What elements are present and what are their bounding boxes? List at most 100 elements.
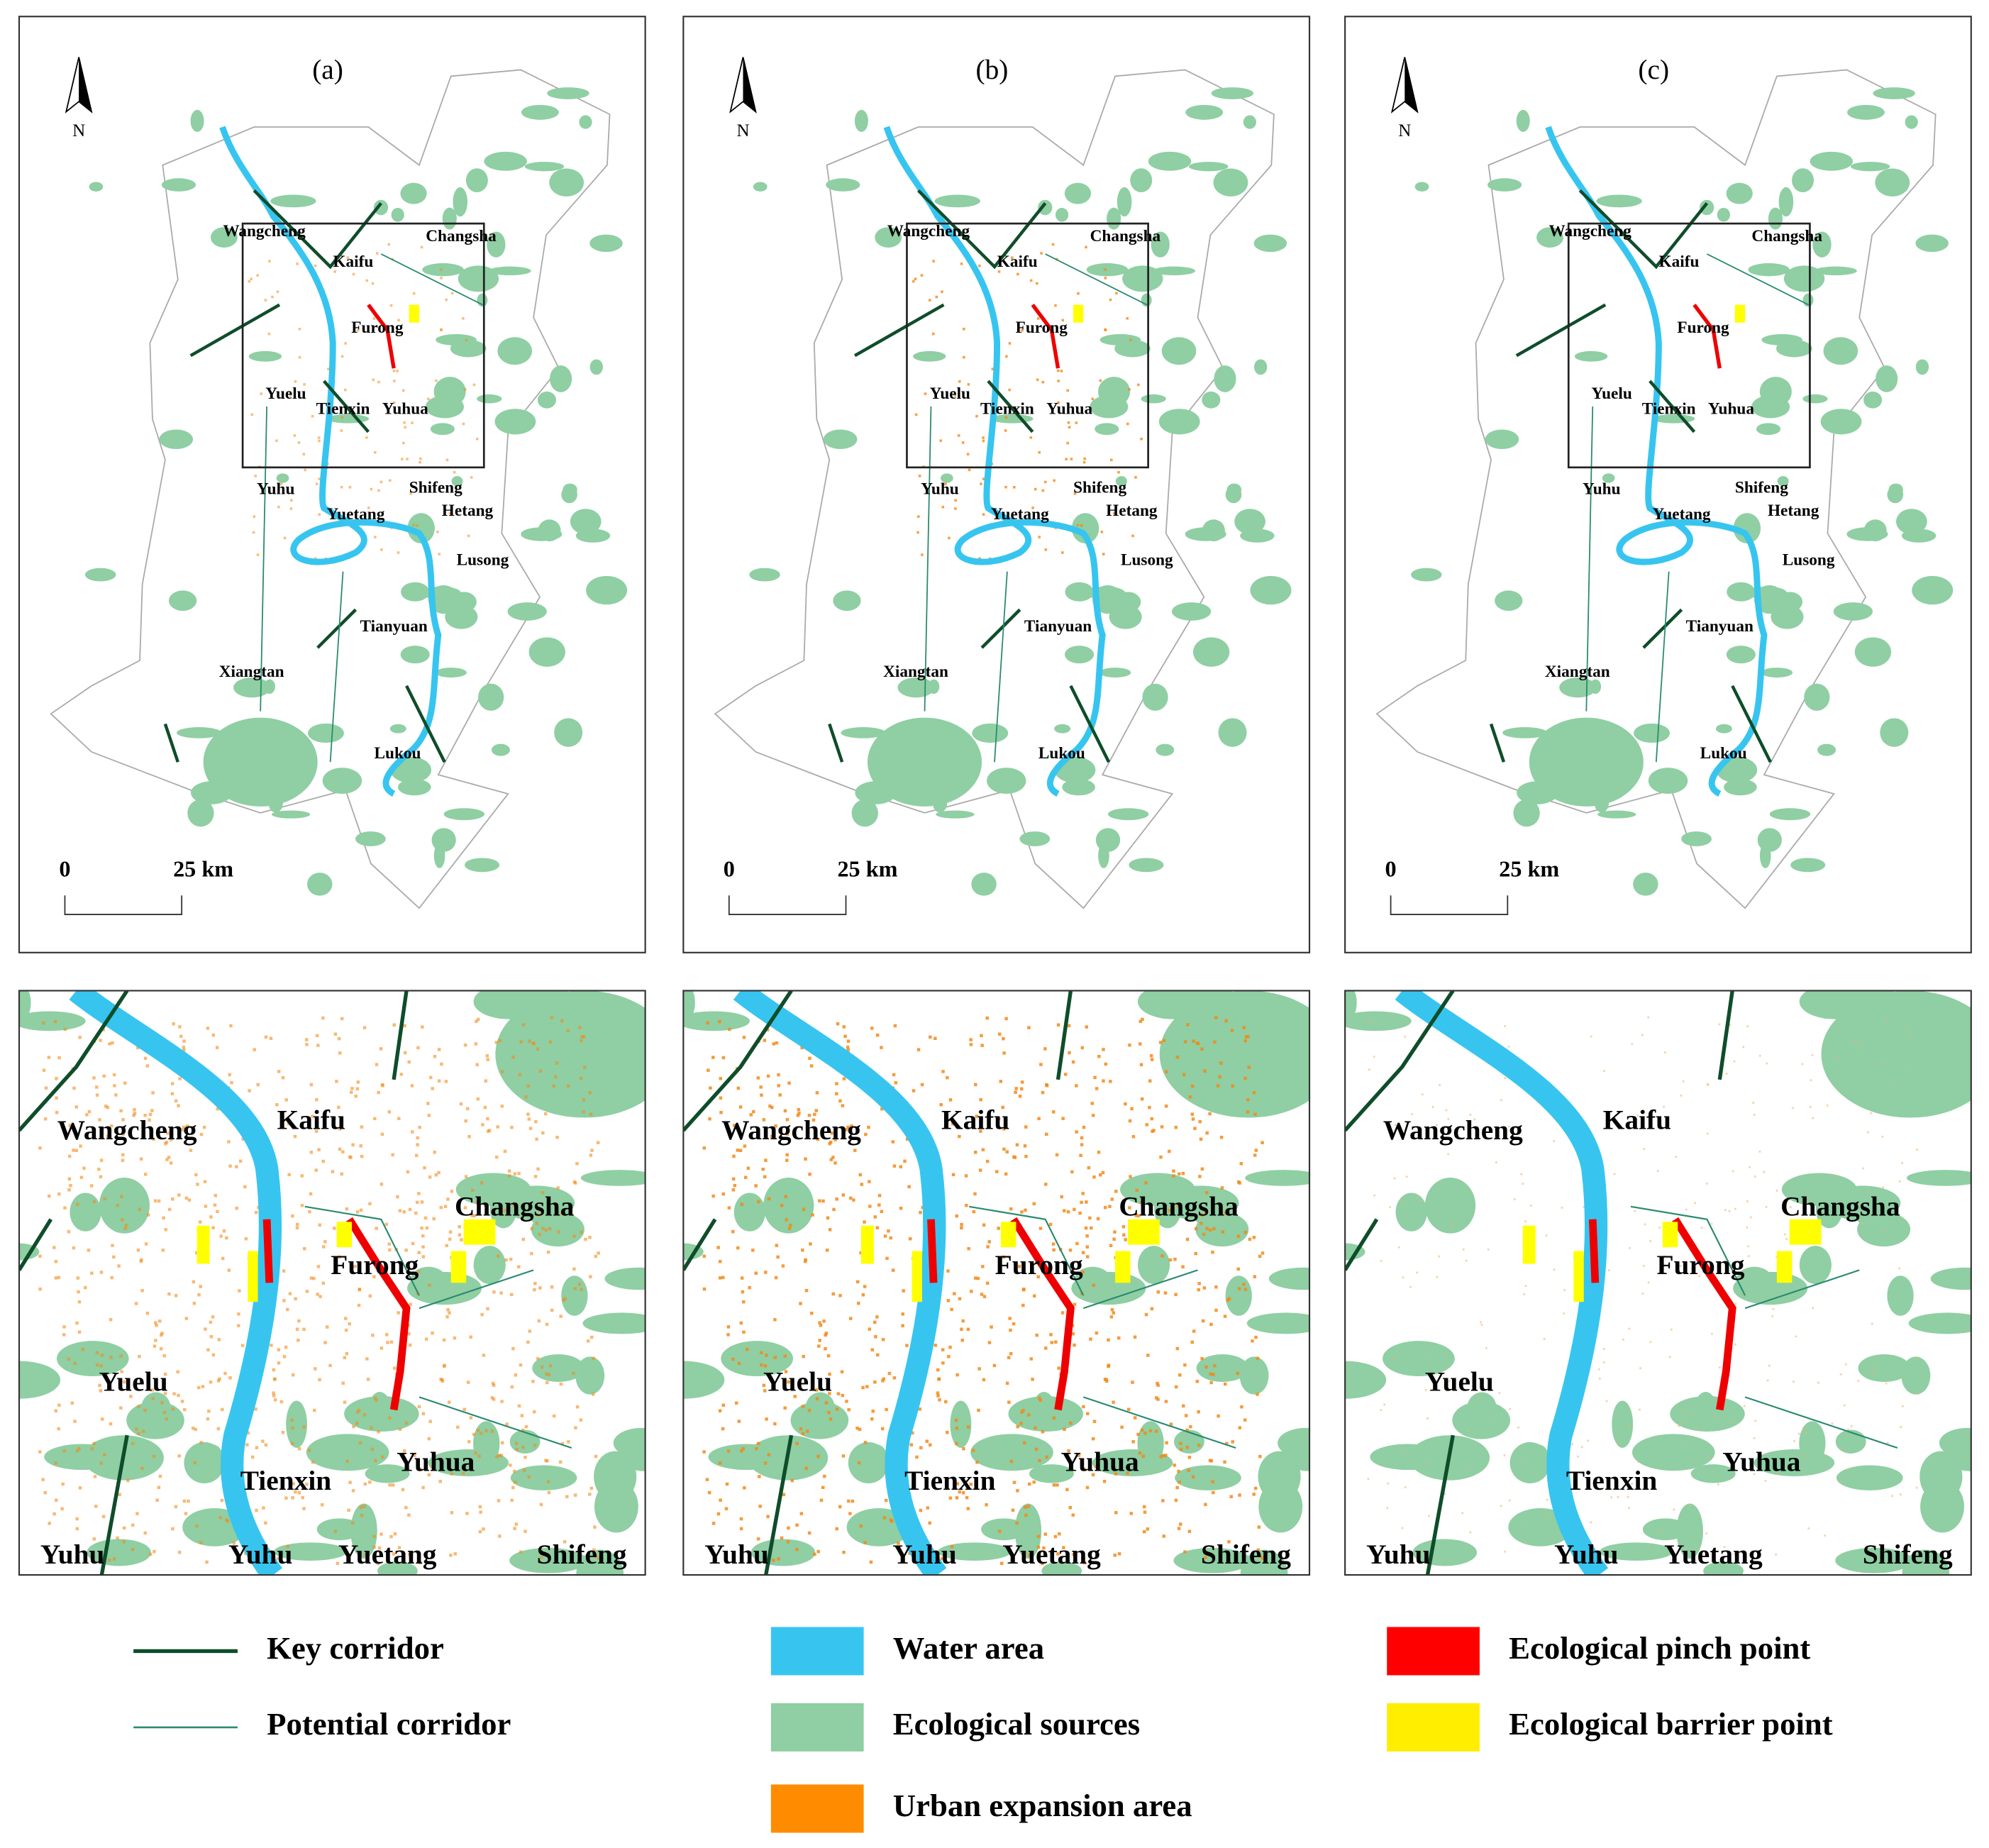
urban-area xyxy=(363,1482,367,1486)
urban-area xyxy=(75,1321,79,1325)
ecological-source xyxy=(1161,337,1197,365)
urban-area xyxy=(1847,1428,1849,1431)
urban-area xyxy=(1135,1188,1138,1193)
urban-area xyxy=(1485,1347,1487,1349)
ecological-source xyxy=(1095,423,1119,436)
ecological-source xyxy=(1715,724,1732,734)
urban-area xyxy=(276,1556,280,1561)
ecological-source xyxy=(580,1170,646,1186)
legend-swatch xyxy=(770,1703,864,1752)
urban-area xyxy=(492,1290,496,1294)
urban-area xyxy=(443,1363,446,1367)
urban-area xyxy=(850,1124,853,1128)
urban-area xyxy=(982,436,985,439)
urban-area xyxy=(1117,1336,1121,1340)
urban-area xyxy=(1104,277,1107,280)
urban-area xyxy=(962,1446,965,1451)
urban-area xyxy=(763,1389,767,1393)
urban-area xyxy=(716,1512,721,1516)
urban-area xyxy=(391,1483,395,1487)
urban-area xyxy=(1112,1311,1116,1315)
urban-area xyxy=(960,1222,963,1227)
urban-area xyxy=(1252,1236,1256,1239)
urban-area xyxy=(1844,1363,1847,1366)
place-label: Yuelu xyxy=(265,384,306,403)
urban-area xyxy=(1051,1110,1056,1114)
urban-area xyxy=(933,1036,937,1041)
urban-area xyxy=(1522,1183,1524,1185)
ecological-source xyxy=(733,1193,766,1232)
urban-area xyxy=(123,1227,127,1231)
place-label: Yuhu xyxy=(257,480,295,498)
urban-area xyxy=(801,1405,805,1408)
urban-area xyxy=(1038,536,1041,538)
urban-area xyxy=(877,1194,882,1197)
urban-area xyxy=(579,1076,583,1080)
urban-area xyxy=(863,1541,867,1544)
urban-area xyxy=(345,1351,349,1356)
urban-area xyxy=(369,1426,373,1429)
urban-area xyxy=(1042,1546,1046,1550)
urban-area xyxy=(416,1270,421,1274)
urban-area xyxy=(514,1373,518,1377)
urban-area xyxy=(740,1202,743,1206)
urban-area xyxy=(495,1455,499,1459)
ecological-source xyxy=(177,727,222,738)
urban-area xyxy=(1749,1166,1751,1168)
urban-area xyxy=(328,1363,332,1368)
urban-area xyxy=(1209,1228,1212,1232)
urban-area xyxy=(810,1311,814,1315)
urban-area xyxy=(1253,1275,1257,1278)
urban-area xyxy=(238,1159,243,1163)
urban-area xyxy=(1917,1393,1919,1395)
urban-area xyxy=(777,1084,780,1088)
urban-area xyxy=(515,1447,519,1451)
urban-area xyxy=(536,1167,540,1171)
ecological-source xyxy=(1756,423,1781,436)
urban-area xyxy=(338,1051,342,1055)
urban-area xyxy=(766,1515,770,1518)
urban-area xyxy=(177,1193,181,1197)
urban-area xyxy=(1917,1356,1920,1359)
urban-area xyxy=(72,1086,76,1090)
urban-area xyxy=(758,1475,761,1478)
urban-area xyxy=(322,1245,326,1249)
urban-area xyxy=(918,1407,922,1411)
urban-area xyxy=(975,1460,979,1464)
urban-area xyxy=(1212,1373,1215,1376)
urban-area xyxy=(44,1086,48,1090)
urban-area xyxy=(229,1024,233,1028)
ecological-source xyxy=(190,109,204,132)
urban-area xyxy=(1183,1550,1187,1554)
urban-area xyxy=(337,1036,341,1041)
urban-area xyxy=(1789,1206,1792,1208)
urban-area xyxy=(131,1442,135,1446)
urban-area xyxy=(1404,1036,1407,1038)
urban-area xyxy=(882,1516,887,1520)
urban-area xyxy=(541,1131,545,1135)
urban-area xyxy=(842,1077,846,1080)
urban-area xyxy=(1209,1381,1213,1385)
urban-area xyxy=(77,1290,80,1294)
urban-area xyxy=(1150,1307,1154,1311)
urban-area xyxy=(1009,1351,1013,1356)
urban-area xyxy=(1212,1490,1215,1495)
urban-area xyxy=(1026,1505,1031,1508)
barrier-point xyxy=(861,1225,874,1264)
ecological-source xyxy=(938,1542,1012,1561)
urban-area xyxy=(822,1319,826,1323)
urban-area xyxy=(519,1363,523,1367)
urban-area xyxy=(221,1407,224,1412)
urban-area xyxy=(388,1248,392,1252)
ecological-source xyxy=(306,873,333,896)
urban-area xyxy=(216,1379,221,1383)
urban-area xyxy=(1580,1446,1583,1449)
place-label: Yuetang xyxy=(991,505,1049,524)
ecological-source xyxy=(430,423,455,436)
urban-area xyxy=(75,1517,79,1521)
urban-area xyxy=(1205,1191,1209,1195)
urban-area xyxy=(1387,1482,1390,1485)
urban-area xyxy=(318,1378,321,1382)
urban-area xyxy=(145,1311,150,1315)
